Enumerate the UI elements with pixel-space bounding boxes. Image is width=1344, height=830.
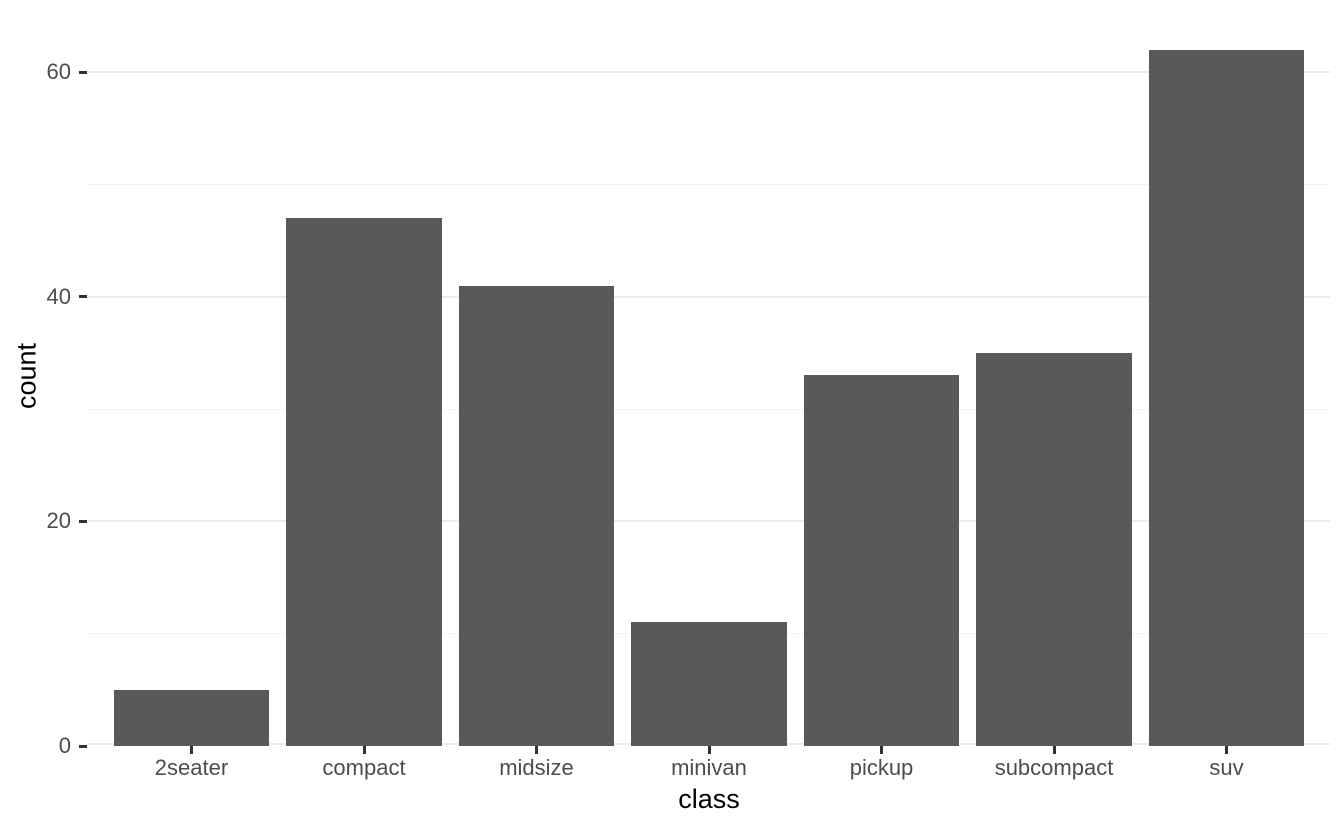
plot-panel <box>88 15 1330 746</box>
bar-pickup <box>803 375 960 746</box>
x-tick-mark-compact <box>362 746 366 754</box>
y-tick-label-0: 0 <box>58 733 71 758</box>
x-tick-mark-midsize <box>535 746 538 754</box>
x-tick-label-midsize: midsize <box>499 755 574 780</box>
y-tick-mark-0 <box>79 744 87 748</box>
x-tick-mark-minivan <box>707 746 711 754</box>
x-tick-label-minivan: minivan <box>671 755 747 780</box>
x-tick-mark-suv <box>1225 746 1228 754</box>
x-axis-title: class <box>678 784 740 814</box>
gridline-minor-50 <box>88 184 1330 186</box>
y-tick-mark-40 <box>79 295 87 299</box>
gridline-major-60 <box>88 71 1330 74</box>
bar-2seater <box>113 689 270 746</box>
bar-midsize <box>458 285 615 746</box>
x-tick-mark-2seater <box>190 746 193 754</box>
y-tick-label-40: 40 <box>46 283 71 309</box>
x-tick-mark-pickup <box>880 746 883 754</box>
y-tick-mark-20 <box>79 519 87 523</box>
x-tick-label-pickup: pickup <box>849 755 914 780</box>
x-tick-label-2seater: 2seater <box>154 755 229 780</box>
y-tick-mark-60 <box>79 70 87 74</box>
y-tick-label-60: 60 <box>46 59 71 85</box>
bar-subcompact <box>976 353 1132 746</box>
x-tick-mark-subcompact <box>1052 746 1056 754</box>
x-tick-label-suv: suv <box>1209 755 1244 780</box>
bar-compact <box>286 218 442 746</box>
y-axis-title: count <box>11 342 42 410</box>
bar-suv <box>1148 49 1305 746</box>
gridline-minor-30 <box>88 408 1330 410</box>
gridline-major-20 <box>88 520 1330 523</box>
y-tick-label-20: 20 <box>46 508 71 534</box>
x-tick-label-compact: compact <box>322 755 406 780</box>
bar-minivan <box>631 622 787 746</box>
x-tick-label-subcompact: subcompact <box>994 755 1114 780</box>
gridline-major-40 <box>88 295 1330 298</box>
